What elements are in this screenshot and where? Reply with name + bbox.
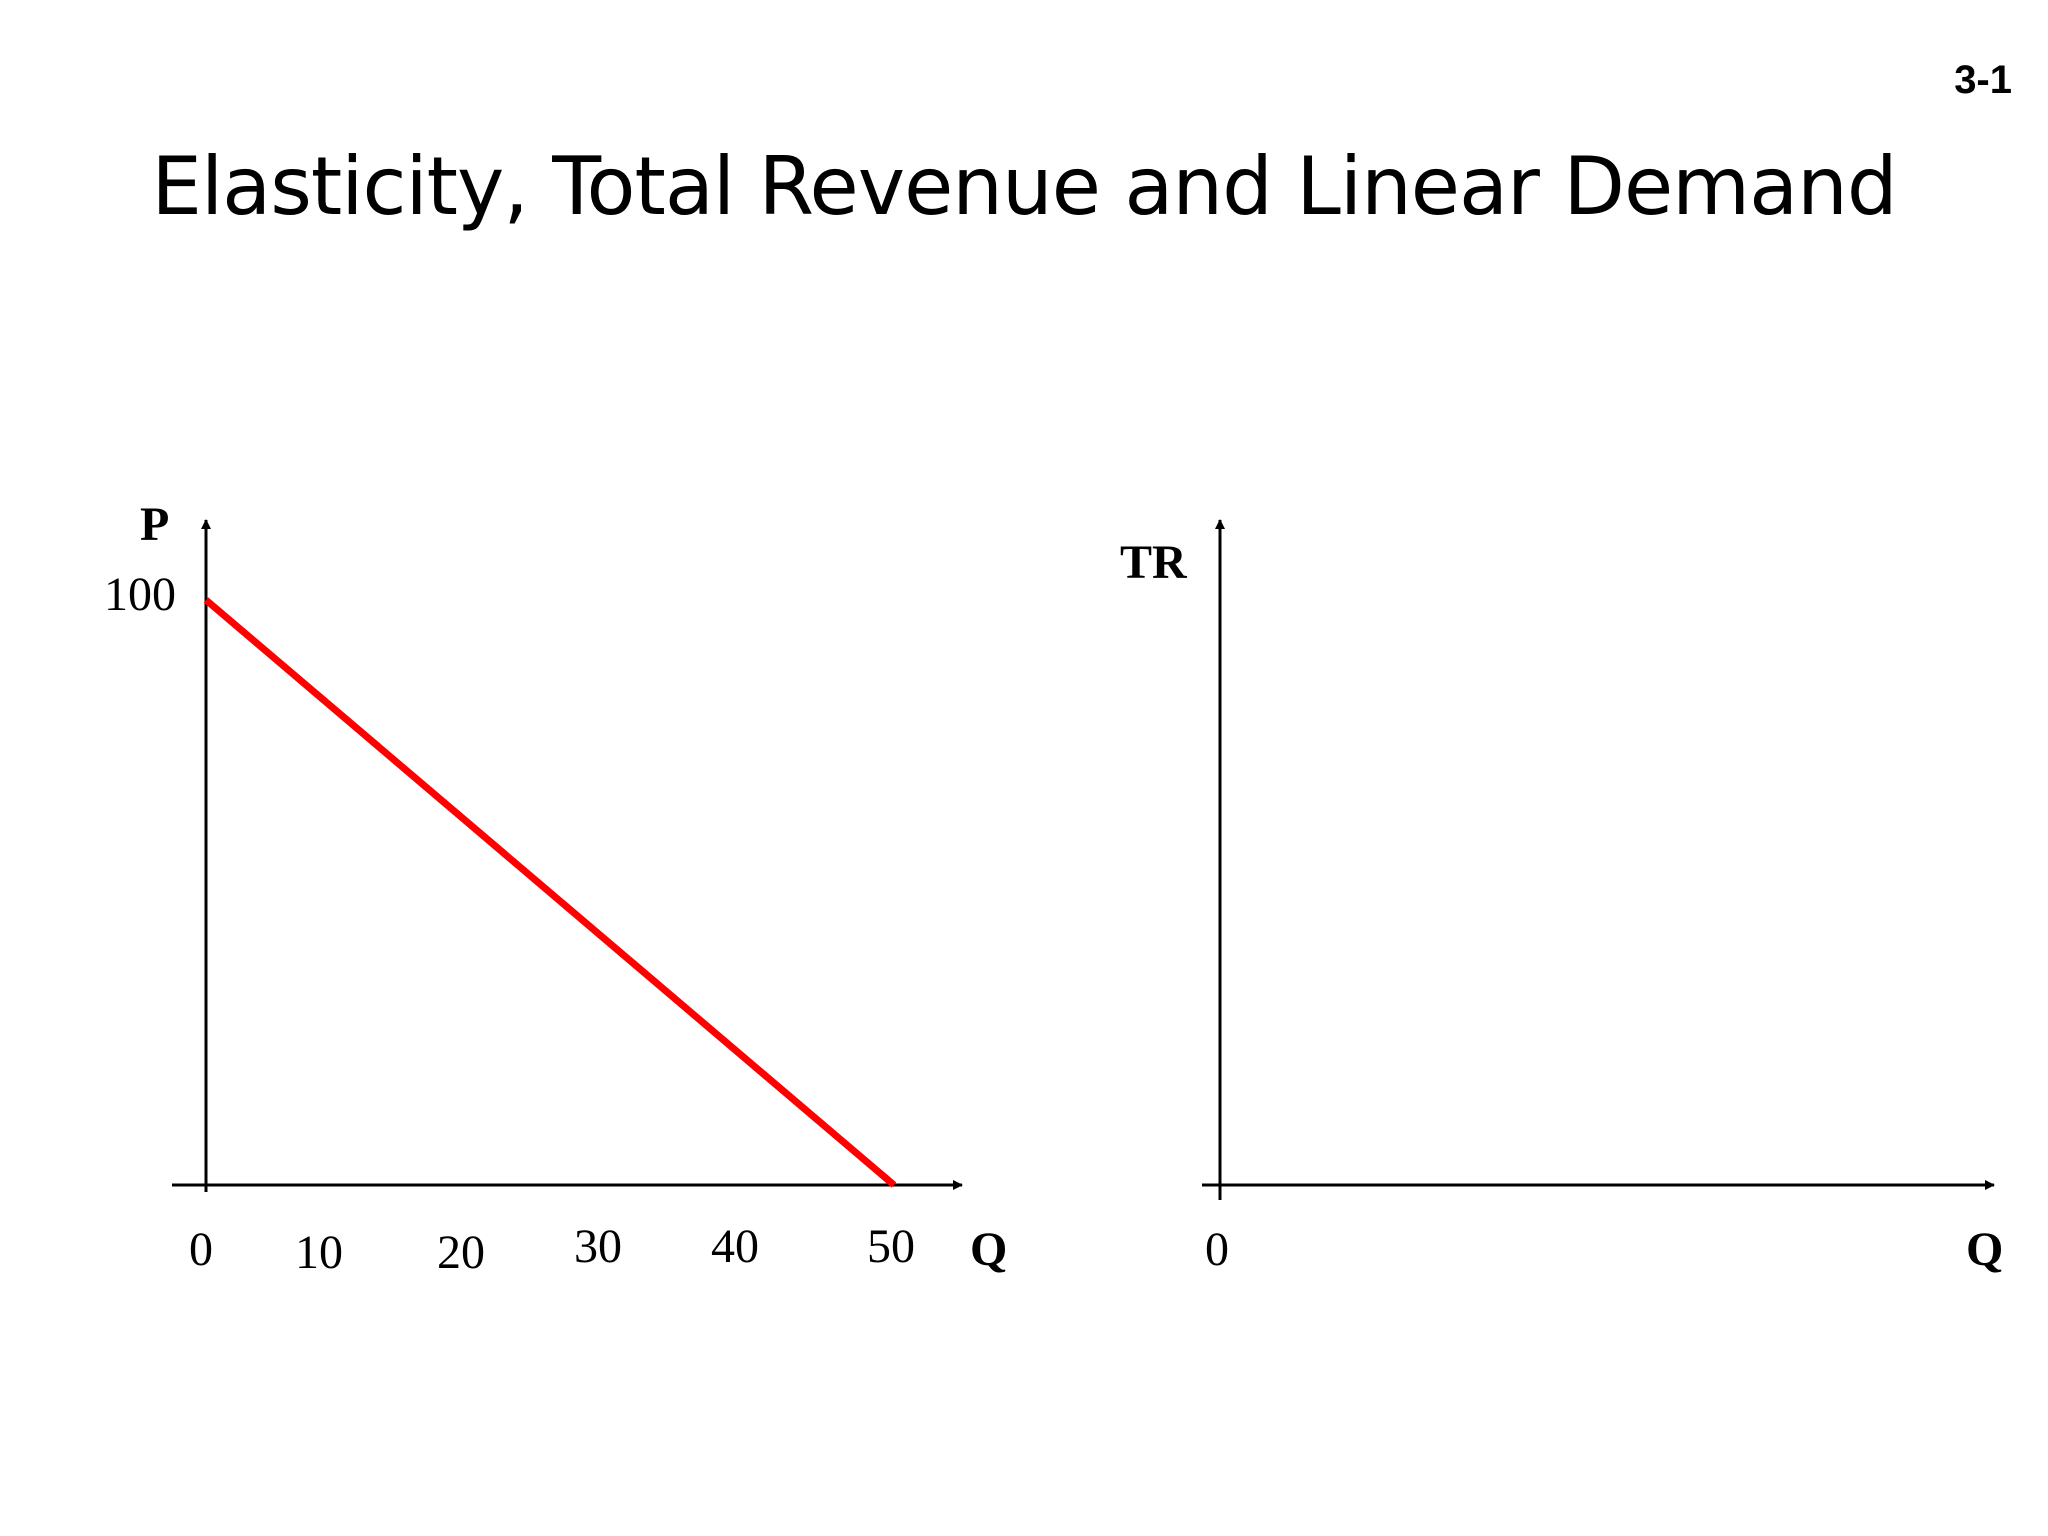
- slide-number: 3-1: [1954, 58, 2012, 102]
- demand-chart: P Q 100 0 10 20 30 40 50: [104, 498, 1007, 1279]
- demand-x-tick-40: 40: [711, 1220, 759, 1273]
- demand-y-axis-label: P: [140, 498, 169, 551]
- demand-x-tick-50: 50: [867, 1220, 915, 1273]
- demand-x-axis-label: Q: [970, 1223, 1007, 1276]
- demand-x-tick-30: 30: [574, 1220, 622, 1273]
- demand-y-tick-100: 100: [104, 568, 176, 621]
- demand-x-tick-10: 10: [295, 1226, 343, 1279]
- slide-title: Elasticity, Total Revenue and Linear Dem…: [151, 140, 1897, 233]
- demand-x-tick-20: 20: [437, 1226, 485, 1279]
- tr-y-axis-label: TR: [1120, 536, 1188, 589]
- tr-chart: TR Q 0: [1120, 519, 2003, 1276]
- tr-x-axis-label: Q: [1966, 1223, 2003, 1276]
- demand-x-tick-0: 0: [189, 1223, 213, 1276]
- demand-curve-line: [203, 597, 897, 1188]
- tr-x-tick-0: 0: [1205, 1223, 1229, 1276]
